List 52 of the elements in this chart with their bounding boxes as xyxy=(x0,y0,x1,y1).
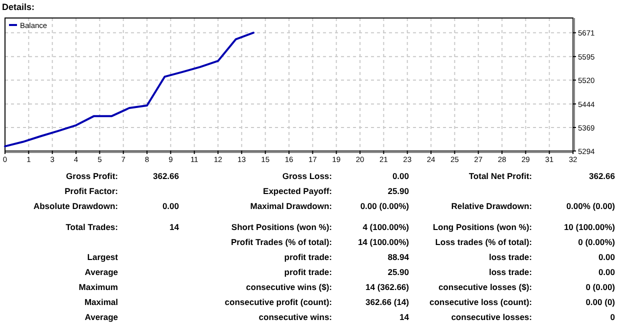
text: profit trade: xyxy=(284,267,332,277)
chart-title: Details: xyxy=(2,2,35,12)
text: Average xyxy=(84,312,118,322)
text: profit trade: xyxy=(284,252,332,262)
text: Expected Payoff: xyxy=(263,186,332,196)
text: Long Positions (won %): xyxy=(432,222,532,232)
text: 362.66 (14) xyxy=(366,297,410,307)
text: loss trade: xyxy=(489,267,532,277)
text: 0.00% (0.00) xyxy=(566,201,616,211)
text: Profit Trades (% of total): xyxy=(230,237,332,247)
text: Maximal Drawdown: xyxy=(250,201,332,211)
text: 88.94 xyxy=(388,252,410,262)
text: 0 xyxy=(610,312,616,322)
line-series xyxy=(4,32,254,148)
text: Relative Drawdown: xyxy=(451,201,532,211)
text: Gross Profit: xyxy=(66,171,118,181)
text: 25.90 xyxy=(388,186,410,196)
text: Short Positions (won %): xyxy=(231,222,332,232)
text: 0.00 xyxy=(598,252,616,262)
text: Average xyxy=(84,267,118,277)
text: 0.00 xyxy=(392,171,410,181)
text: 4 (100.00%) xyxy=(362,222,410,232)
text: 14 xyxy=(170,222,180,232)
text: consecutive profit (count): xyxy=(224,297,332,307)
text: Total Net Profit: xyxy=(468,171,532,181)
text: 0 (0.00%) xyxy=(578,237,616,247)
text: consecutive wins ($): xyxy=(246,282,332,292)
text: loss trade: xyxy=(489,252,532,262)
text: consecutive wins: xyxy=(258,312,332,322)
text: Profit Factor: xyxy=(64,186,118,196)
text: 0.00 (0.00%) xyxy=(360,201,410,211)
text: consecutive losses: xyxy=(451,312,532,322)
text: 25.90 xyxy=(388,267,410,277)
text: Maximum xyxy=(78,282,118,292)
text: Loss trades (% of total): xyxy=(435,237,532,247)
text: 14 xyxy=(400,312,410,322)
text: Gross Loss: xyxy=(282,171,332,181)
text: 0.00 xyxy=(598,267,616,277)
text: Absolute Drawdown: xyxy=(33,201,118,211)
text: 14 (362.66) xyxy=(366,282,410,292)
text: 362.66 xyxy=(589,171,616,181)
text: 362.66 xyxy=(153,171,180,181)
text: 14 (100.00%) xyxy=(358,237,410,247)
text: Maximal xyxy=(84,297,118,307)
text: 0.00 (0) xyxy=(586,297,616,307)
text: consecutive loss (count): xyxy=(430,297,532,307)
text: 10 (100.00%) xyxy=(564,222,616,232)
text: 0 (0.00) xyxy=(586,282,616,292)
text: Largest xyxy=(87,252,118,262)
text: 0.00 xyxy=(162,201,180,211)
text: Total Trades: xyxy=(66,222,118,232)
text: consecutive losses ($): xyxy=(438,282,532,292)
